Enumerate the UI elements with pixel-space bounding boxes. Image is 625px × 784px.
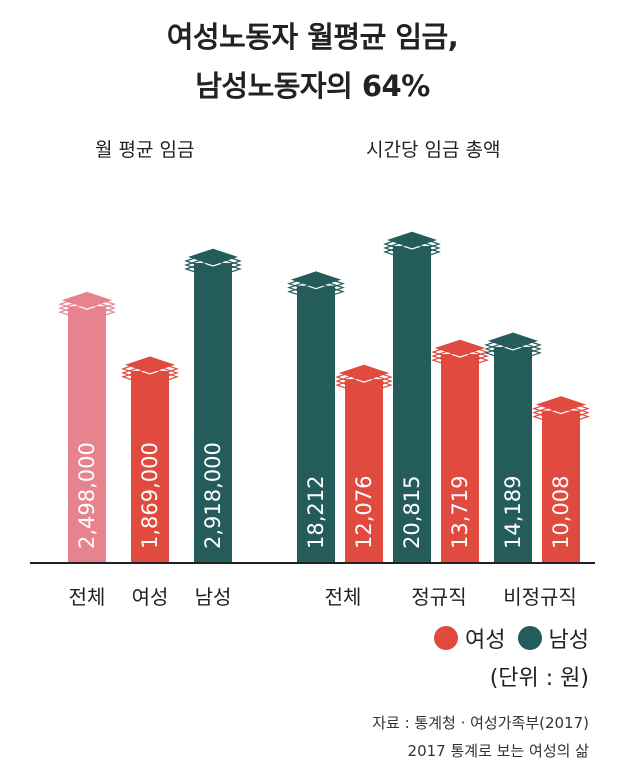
legend: 여성 남성: [434, 622, 589, 654]
hourly-regular-male-bar: [393, 246, 431, 563]
hourly-nonregular-female-money-stack: [532, 394, 590, 427]
monthly-total-money-stack: [58, 290, 116, 322]
monthly-female-bar: [131, 370, 169, 563]
source-note: 자료 : 통계청 · 여성가족부(2017): [372, 714, 589, 732]
female-legend-swatch: [434, 626, 459, 650]
hourly-regular-female-value-label: 13,719: [448, 476, 472, 549]
monthly-wage-section-title: 월 평균 임금: [95, 139, 195, 161]
wage-bar-chart: 2,498,000 전체 1,869,000 여성 2,918,000 남성 18,212 1…: [30, 230, 595, 609]
hourly-total-female-money-stack: [335, 363, 393, 395]
hourly-nonregular-female-bar: [542, 410, 580, 563]
hourly-category-regular: 정규직: [411, 585, 466, 609]
hourly-nonregular-male-money-stack: [484, 331, 542, 363]
hourly-total-female-bar: [345, 379, 383, 563]
hourly-total-male-bar: [297, 285, 335, 563]
hourly-nonregular-male-bar: [494, 346, 532, 563]
hourly-regular-male-value-label: 20,815: [400, 476, 424, 549]
monthly-total-bar: [68, 306, 106, 563]
male-legend-swatch: [517, 626, 542, 650]
hourly-category-total: 전체: [325, 585, 362, 609]
hourly-total-male-money-stack: [287, 270, 345, 302]
monthly-category-total: 전체: [69, 585, 106, 609]
female-legend-label: 여성: [465, 628, 506, 653]
monthly-male-bar: [194, 263, 232, 563]
source-publication: 2017 통계로 보는 여성의 삶: [407, 742, 589, 760]
monthly-total-value-label: 2,498,000: [75, 442, 99, 549]
hourly-nonregular-female-value-label: 10,008: [549, 476, 573, 549]
monthly-male-money-stack: [184, 247, 242, 279]
hourly-wage-section-title: 시간당 임금 총액: [366, 139, 501, 161]
monthly-female-money-stack: [121, 355, 179, 387]
hourly-regular-female-bar: [441, 354, 479, 563]
hourly-regular-male-money-stack: [383, 230, 441, 262]
hourly-total-male-value-label: 18,212: [304, 476, 328, 549]
monthly-category-female: 여성: [132, 585, 169, 609]
hourly-nonregular-male-value-label: 14,189: [501, 476, 525, 549]
monthly-category-male: 남성: [195, 585, 232, 609]
monthly-female-value-label: 1,869,000: [138, 442, 162, 549]
chart-title-line1: 여성노동자 월평균 임금,: [166, 20, 459, 54]
male-legend-label: 남성: [548, 628, 589, 653]
unit-note: (단위 : 원): [489, 666, 589, 691]
hourly-total-female-value-label: 12,076: [352, 476, 376, 549]
chart-title-line2: 남성노동자의 64%: [195, 69, 430, 103]
hourly-category-nonregular: 비정규직: [503, 585, 577, 609]
monthly-male-value-label: 2,918,000: [201, 442, 225, 549]
